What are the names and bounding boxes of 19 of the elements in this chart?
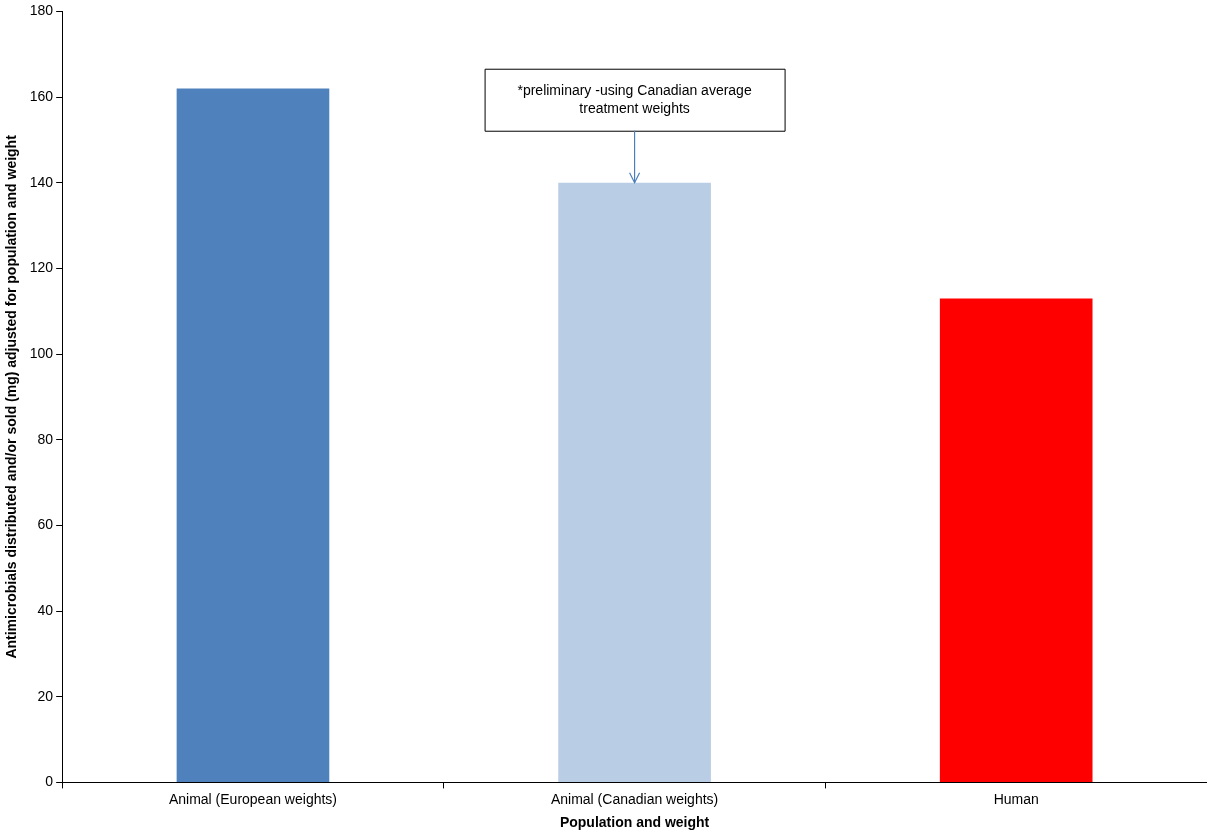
y-tick-label: 120 <box>29 259 54 276</box>
bar <box>939 298 1093 782</box>
y-tick-label: 0 <box>45 773 54 790</box>
x-tick-label: Animal (European weights) <box>168 790 338 807</box>
y-tick-label: 60 <box>37 516 54 533</box>
y-tick-label: 80 <box>37 430 54 447</box>
y-tick-label: 140 <box>29 173 54 190</box>
y-tick-label: 180 <box>29 2 54 19</box>
y-axis-title: Antimicrobials distributed and/or sold (mg) adjusted for population and weight <box>3 134 20 659</box>
x-tick-label: Human <box>993 790 1039 807</box>
y-tick-label: 20 <box>37 687 54 704</box>
bar <box>558 182 711 782</box>
x-axis-title: Population and weight <box>559 814 710 831</box>
y-tick-label: 160 <box>29 87 54 104</box>
y-tick-label: 40 <box>37 601 54 618</box>
bar <box>176 88 330 782</box>
y-tick-label: 100 <box>29 344 54 361</box>
annotation: *preliminary -using Canadian average treatment weights <box>517 81 752 116</box>
x-tick-label: Animal (Canadian weights) <box>550 790 719 807</box>
